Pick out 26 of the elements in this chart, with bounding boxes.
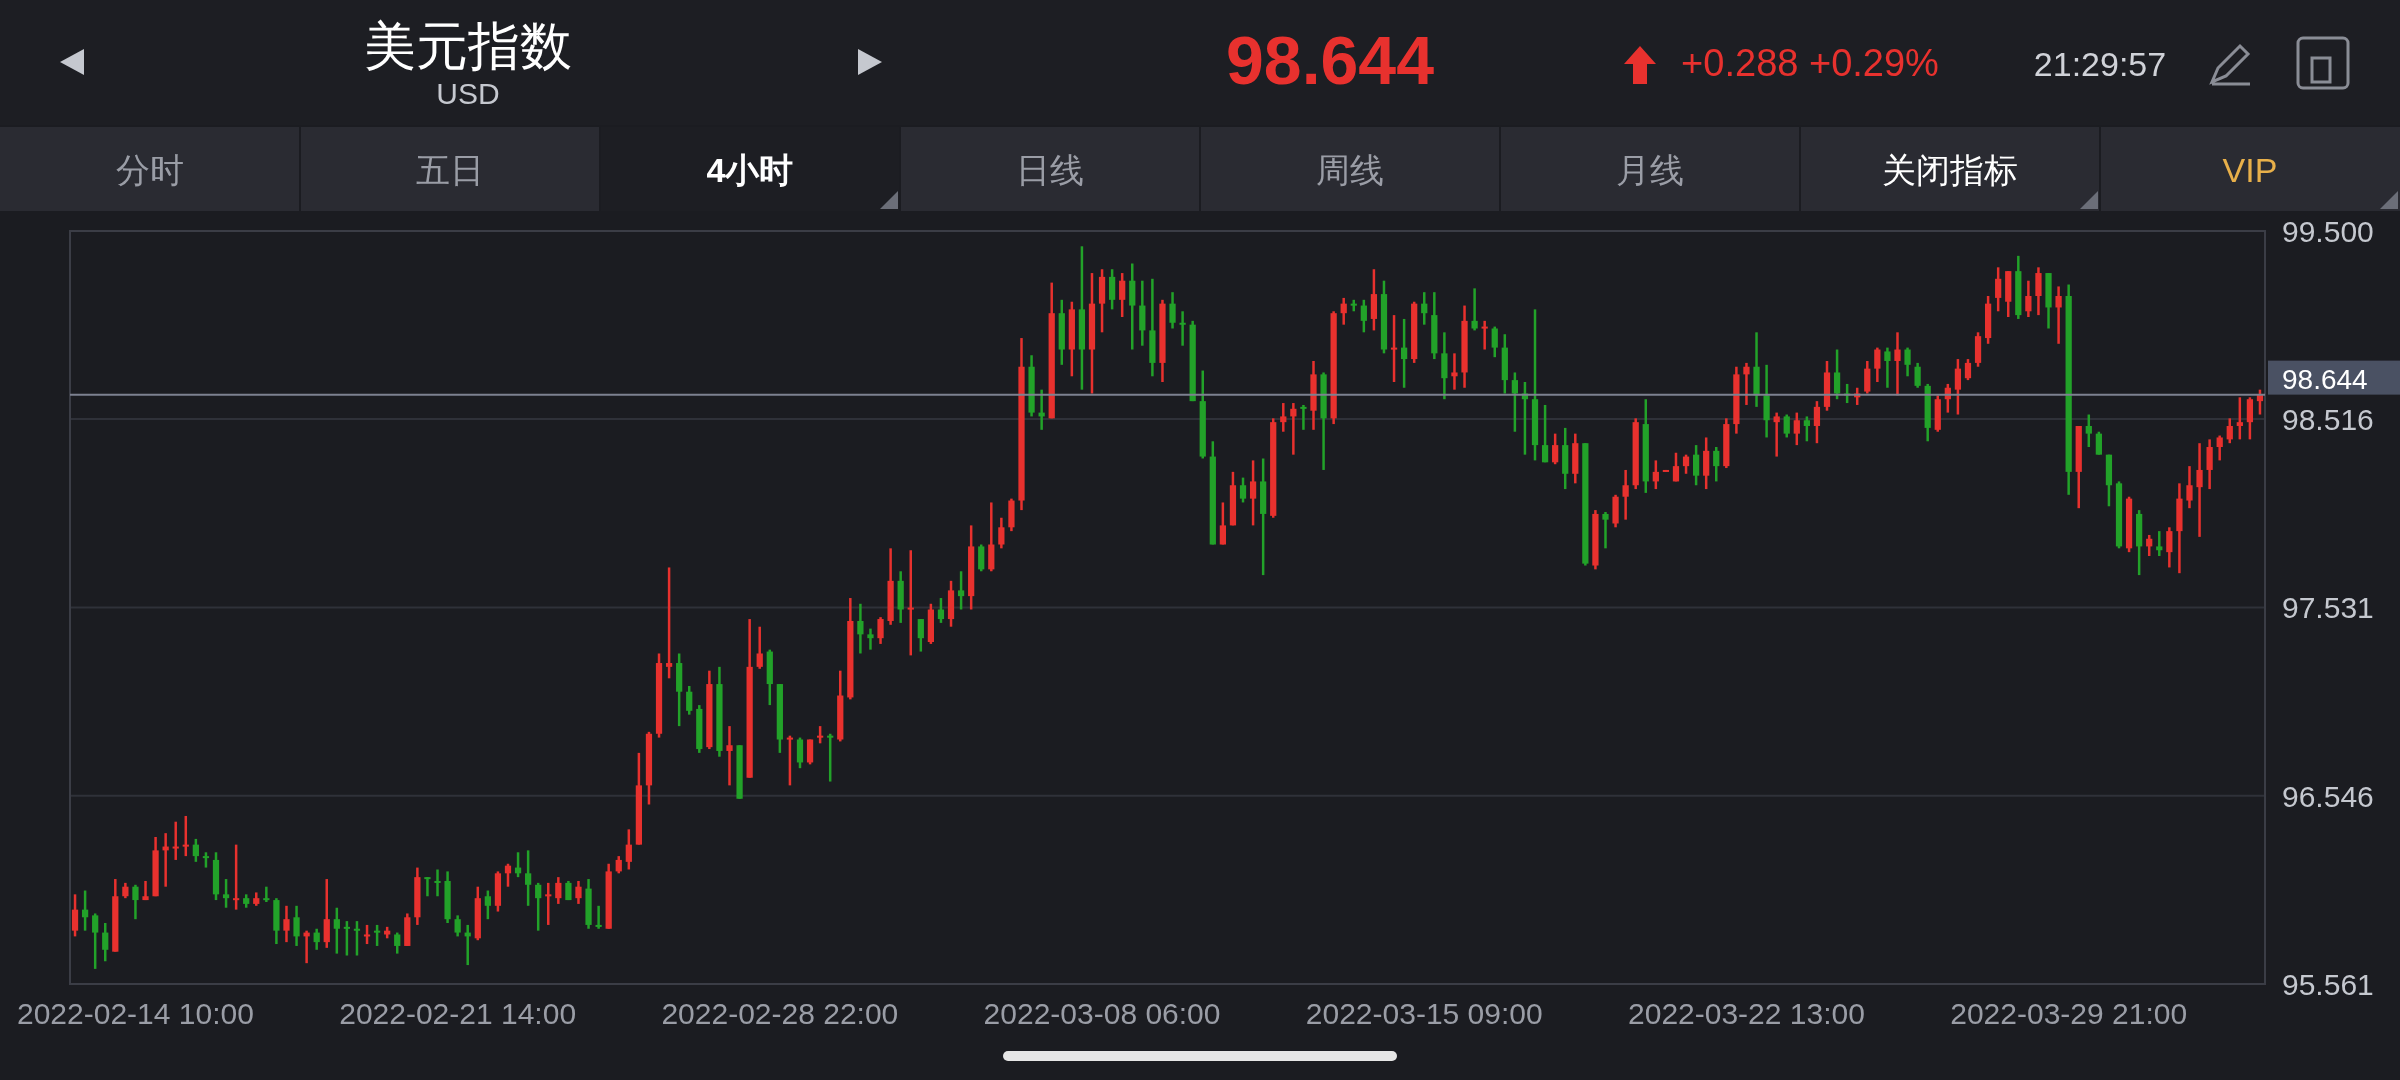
- text: 日线: [1016, 151, 1084, 189]
- text: 周线: [1316, 151, 1384, 189]
- x-tick-label: 2022-02-28 22:00: [661, 997, 899, 1030]
- y-tick-label: 98.516: [2282, 403, 2374, 437]
- text: +0.288 +0.29%: [1681, 42, 1939, 84]
- text: 98.644: [1226, 22, 1435, 98]
- y-tick-label: 99.500: [2282, 215, 2374, 248]
- x-tick-label: 2022-02-21 14:00: [339, 997, 577, 1030]
- x-tick-label: 2022-02-14 10:00: [17, 997, 254, 1030]
- chart-subtitle: USD: [436, 77, 500, 110]
- text: 21:29:57: [2033, 45, 2167, 83]
- y-tick-label: 95.561: [2282, 968, 2374, 1001]
- x-tick-label: 2022-03-29 21:00: [1950, 997, 2188, 1030]
- text: 五日: [416, 151, 484, 189]
- text: 月线: [1616, 151, 1684, 189]
- chart-title: 美元指数: [364, 17, 572, 75]
- x-tick-label: 2022-03-08 06:00: [983, 997, 1221, 1030]
- x-tick-label: 2022-03-22 13:00: [1628, 997, 1865, 1030]
- text: 4小时: [706, 151, 794, 189]
- text: 分时: [116, 151, 184, 189]
- text: 关闭指标: [1882, 151, 2018, 189]
- ref-line-label: 98.644: [2282, 363, 2368, 395]
- y-tick-label: 96.546: [2282, 779, 2374, 813]
- text: VIP: [2222, 151, 2278, 189]
- y-tick-label: 97.531: [2282, 591, 2374, 625]
- x-tick-label: 2022-03-15 09:00: [1305, 997, 1543, 1030]
